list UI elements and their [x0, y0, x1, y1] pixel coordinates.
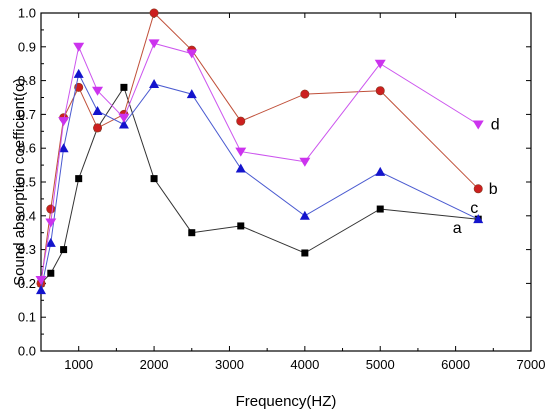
series-b — [36, 8, 483, 288]
data-point-b — [236, 116, 246, 126]
y-tick-label: 0.0 — [18, 344, 36, 359]
series-tag-c: c — [470, 200, 478, 217]
data-point-c — [149, 78, 160, 88]
data-point-c — [186, 89, 197, 99]
series-tag-a: a — [453, 220, 462, 237]
data-point-d — [35, 276, 47, 286]
data-point-c — [118, 119, 129, 129]
y-tick-label: 0.4 — [18, 208, 36, 223]
data-point-c — [235, 163, 246, 173]
data-point-a — [75, 175, 83, 183]
x-tick-label: 6000 — [441, 357, 470, 372]
series-line-d — [40, 42, 479, 281]
data-point-c — [36, 285, 46, 295]
y-tick-label: 0.2 — [18, 276, 36, 291]
data-point-b — [473, 184, 483, 194]
series-line-a — [40, 86, 479, 284]
data-point-c — [92, 106, 103, 116]
series-tags: a bc d — [453, 117, 500, 238]
data-point-d — [92, 86, 104, 96]
data-point-d — [299, 157, 311, 167]
y-tick-label: 0.1 — [18, 310, 36, 325]
x-tick-label: 1000 — [64, 357, 93, 372]
series-c — [36, 68, 484, 295]
y-tick-label: 0.3 — [18, 242, 36, 257]
x-tick-label: 4000 — [290, 357, 319, 372]
plot-area — [40, 12, 532, 352]
x-axis-title: Frequency(HZ) — [236, 393, 337, 410]
data-point-a — [47, 269, 55, 277]
data-point-d — [118, 113, 130, 123]
y-tick-label: 0.5 — [18, 175, 36, 190]
data-point-c — [58, 143, 69, 153]
y-tick-label: 0.9 — [18, 39, 36, 54]
y-tick-label: 0.6 — [18, 141, 36, 156]
x-tick-label: 2000 — [140, 357, 169, 372]
data-point-c — [299, 210, 310, 220]
data-point-c — [473, 214, 484, 224]
series-d — [35, 39, 484, 286]
data-point-b — [93, 123, 103, 133]
y-tick-label: 0.8 — [18, 73, 36, 88]
x-tick-label: 5000 — [366, 357, 395, 372]
data-point-d — [186, 49, 198, 59]
data-point-b — [300, 89, 310, 99]
data-point-c — [73, 68, 84, 78]
data-point-a — [237, 222, 245, 230]
data-point-b — [149, 8, 159, 18]
series-tag-b: b — [489, 181, 498, 198]
plot-frame — [40, 12, 532, 352]
x-tick-label: 3000 — [215, 357, 244, 372]
data-point-d — [73, 42, 85, 52]
data-point-b — [46, 204, 56, 214]
y-tick-label: 0.7 — [18, 107, 36, 122]
data-point-d — [45, 218, 57, 228]
data-point-d — [472, 120, 484, 130]
x-tick-label: 7000 — [517, 357, 546, 372]
series-tag-d: d — [491, 117, 500, 134]
data-point-a — [60, 246, 68, 254]
data-point-d — [148, 39, 160, 49]
data-point-a — [188, 229, 196, 237]
data-point-d — [58, 117, 70, 127]
data-point-a — [376, 205, 384, 213]
data-point-a — [120, 83, 128, 91]
series-line-c — [40, 72, 479, 291]
data-point-c — [45, 237, 56, 247]
data-point-d — [235, 147, 247, 157]
data-point-c — [375, 166, 386, 176]
data-point-d — [374, 59, 386, 69]
y-axis-title: Sound absorption coefficient(α) — [11, 78, 28, 286]
series-layer — [35, 8, 484, 295]
data-point-a — [150, 175, 158, 183]
y-tick-label: 1.0 — [18, 6, 36, 21]
x-axis: 1000 2000 3000 4000 5000 6000 7000 — [64, 13, 545, 372]
data-point-b — [375, 86, 385, 96]
data-point-a — [301, 249, 309, 257]
y-axis: 0.0 0.1 0.2 0.3 0.4 0.5 0.6 0.7 0.8 0.9 1.0 — [18, 6, 531, 359]
series-line-b — [40, 12, 479, 284]
